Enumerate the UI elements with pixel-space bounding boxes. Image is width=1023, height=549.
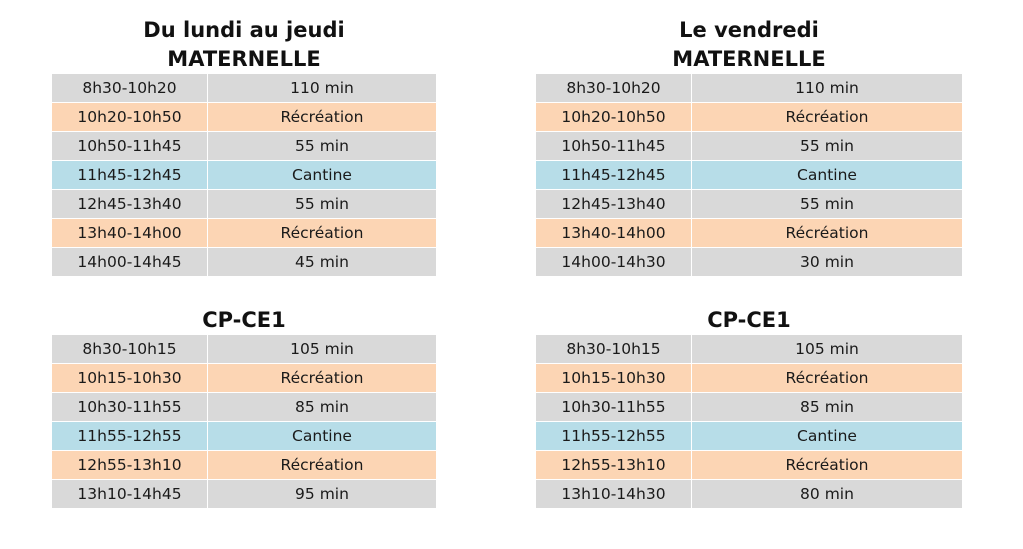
table-row: 14h00-14h45 45 min	[52, 247, 436, 277]
table-row: 10h50-11h45 55 min	[536, 131, 962, 161]
table-row: 14h00-14h30 30 min	[536, 247, 962, 277]
table-row: 11h55-12h55 Cantine	[52, 421, 436, 451]
table-row: 10h15-10h30 Récréation	[536, 363, 962, 393]
time-slot-cell: 14h00-14h45	[52, 247, 208, 277]
table-row: 8h30-10h20 110 min	[52, 74, 436, 103]
schedule-table: 8h30-10h20 110 min 10h20-10h50 Récréation 10…	[536, 74, 962, 277]
activity-cell: 45 min	[207, 247, 436, 277]
table-row: 10h30-11h55 85 min	[52, 392, 436, 422]
table-row: 10h30-11h55 85 min	[536, 392, 962, 422]
friday-cpce1-section: CP-CE1 8h30-10h15 105 min 10h15-10h30 Récré…	[536, 306, 962, 509]
time-slot-cell: 10h20-10h50	[536, 102, 692, 132]
time-slot-cell: 8h30-10h20	[536, 74, 692, 103]
activity-cell: Récréation	[207, 450, 436, 480]
table-row: 13h40-14h00 Récréation	[536, 218, 962, 248]
cpce1-title: CP-CE1	[707, 308, 791, 332]
time-slot-cell: 11h45-12h45	[536, 160, 692, 190]
activity-cell: Récréation	[691, 102, 962, 132]
table-row: 13h40-14h00 Récréation	[52, 218, 436, 248]
time-slot-cell: 12h45-13h40	[52, 189, 208, 219]
activity-cell: Récréation	[207, 363, 436, 393]
table-row: 8h30-10h20 110 min	[536, 74, 962, 103]
table-row: 13h10-14h45 95 min	[52, 479, 436, 509]
cpce1-title: CP-CE1	[202, 308, 286, 332]
table-row: 10h20-10h50 Récréation	[52, 102, 436, 132]
activity-cell: 30 min	[691, 247, 962, 277]
time-slot-cell: 13h40-14h00	[52, 218, 208, 248]
activity-cell: Cantine	[207, 421, 436, 451]
time-slot-cell: 13h40-14h00	[536, 218, 692, 248]
activity-cell: 85 min	[691, 392, 962, 422]
time-slot-cell: 10h50-11h45	[536, 131, 692, 161]
table-row: 8h30-10h15 105 min	[52, 335, 436, 364]
activity-cell: Cantine	[691, 421, 962, 451]
time-slot-cell: 8h30-10h15	[52, 335, 208, 364]
activity-cell: 110 min	[691, 74, 962, 103]
activity-cell: 110 min	[207, 74, 436, 103]
schedule-table: 8h30-10h15 105 min 10h15-10h30 Récréation 10…	[52, 335, 436, 509]
time-slot-cell: 10h30-11h55	[52, 392, 208, 422]
table-row: 12h55-13h10 Récréation	[536, 450, 962, 480]
activity-cell: 105 min	[691, 335, 962, 364]
time-slot-cell: 10h15-10h30	[536, 363, 692, 393]
time-slot-cell: 12h55-13h10	[536, 450, 692, 480]
activity-cell: 55 min	[691, 189, 962, 219]
friday-title: Le vendredi	[679, 18, 819, 42]
activity-cell: 55 min	[207, 131, 436, 161]
activity-cell: 85 min	[207, 392, 436, 422]
table-row: 12h45-13h40 55 min	[52, 189, 436, 219]
table-row: 10h15-10h30 Récréation	[52, 363, 436, 393]
time-slot-cell: 8h30-10h20	[52, 74, 208, 103]
table-row: 11h55-12h55 Cantine	[536, 421, 962, 451]
activity-cell: Récréation	[691, 218, 962, 248]
time-slot-cell: 10h15-10h30	[52, 363, 208, 393]
activity-cell: Récréation	[691, 450, 962, 480]
activity-cell: Cantine	[207, 160, 436, 190]
time-slot-cell: 10h20-10h50	[52, 102, 208, 132]
schedule-table: 8h30-10h20 110 min 10h20-10h50 Récréation 10…	[52, 74, 436, 277]
table-row: 10h20-10h50 Récréation	[536, 102, 962, 132]
maternelle-title: MATERNELLE	[672, 47, 826, 71]
activity-cell: 105 min	[207, 335, 436, 364]
table-row: 11h45-12h45 Cantine	[52, 160, 436, 190]
time-slot-cell: 13h10-14h45	[52, 479, 208, 509]
time-slot-cell: 10h50-11h45	[52, 131, 208, 161]
time-slot-cell: 11h55-12h55	[536, 421, 692, 451]
activity-cell: Récréation	[207, 102, 436, 132]
activity-cell: 55 min	[691, 131, 962, 161]
time-slot-cell: 11h45-12h45	[52, 160, 208, 190]
time-slot-cell: 10h30-11h55	[536, 392, 692, 422]
activity-cell: Récréation	[207, 218, 436, 248]
table-row: 8h30-10h15 105 min	[536, 335, 962, 364]
mon-thu-title: Du lundi au jeudi	[143, 18, 345, 42]
activity-cell: 80 min	[691, 479, 962, 509]
time-slot-cell: 13h10-14h30	[536, 479, 692, 509]
activity-cell: Récréation	[691, 363, 962, 393]
mon-thu-maternelle-section: Du lundi au jeudi MATERNELLE 8h30-10h20 1…	[52, 16, 436, 277]
table-row: 11h45-12h45 Cantine	[536, 160, 962, 190]
time-slot-cell: 11h55-12h55	[52, 421, 208, 451]
activity-cell: 55 min	[207, 189, 436, 219]
mon-thu-cpce1-section: CP-CE1 8h30-10h15 105 min 10h15-10h30 Récré…	[52, 306, 436, 509]
table-row: 13h10-14h30 80 min	[536, 479, 962, 509]
activity-cell: 95 min	[207, 479, 436, 509]
friday-maternelle-section: Le vendredi MATERNELLE 8h30-10h20 110 min…	[536, 16, 962, 277]
table-row: 10h50-11h45 55 min	[52, 131, 436, 161]
time-slot-cell: 12h55-13h10	[52, 450, 208, 480]
table-row: 12h45-13h40 55 min	[536, 189, 962, 219]
schedule-table: 8h30-10h15 105 min 10h15-10h30 Récréation 10…	[536, 335, 962, 509]
time-slot-cell: 12h45-13h40	[536, 189, 692, 219]
maternelle-title: MATERNELLE	[167, 47, 321, 71]
time-slot-cell: 8h30-10h15	[536, 335, 692, 364]
time-slot-cell: 14h00-14h30	[536, 247, 692, 277]
table-row: 12h55-13h10 Récréation	[52, 450, 436, 480]
activity-cell: Cantine	[691, 160, 962, 190]
